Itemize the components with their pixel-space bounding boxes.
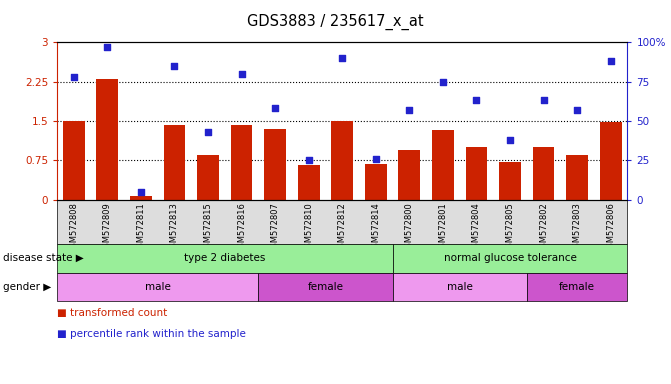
Bar [130, 196, 152, 200]
Bar [298, 165, 319, 200]
Bar [399, 150, 420, 200]
Point [572, 107, 582, 113]
Text: ■ percentile rank within the sample: ■ percentile rank within the sample [57, 329, 246, 339]
Bar [231, 125, 252, 200]
Point [102, 44, 113, 50]
Point [136, 189, 146, 195]
Bar [63, 121, 85, 200]
Text: female: female [307, 282, 344, 292]
Text: male: male [447, 282, 472, 292]
Bar [432, 131, 454, 200]
Text: normal glucose tolerance: normal glucose tolerance [444, 253, 576, 263]
Point [437, 79, 448, 85]
Bar [600, 122, 621, 200]
Bar [197, 155, 219, 200]
Bar [97, 79, 118, 200]
Point [370, 156, 381, 162]
Bar [365, 164, 386, 200]
Point [471, 98, 482, 104]
Bar [264, 129, 286, 200]
Bar [533, 147, 554, 200]
Point [303, 157, 314, 164]
Point [68, 74, 79, 80]
Point [203, 129, 213, 135]
Bar [499, 162, 521, 200]
Point [538, 98, 549, 104]
Point [169, 63, 180, 69]
Bar [164, 125, 185, 200]
Text: female: female [559, 282, 595, 292]
Text: ■ transformed count: ■ transformed count [57, 308, 167, 318]
Text: disease state ▶: disease state ▶ [3, 253, 84, 263]
Point [505, 137, 515, 143]
Point [236, 71, 247, 77]
Bar [466, 147, 487, 200]
Point [270, 105, 280, 111]
Bar [566, 155, 588, 200]
Point [404, 107, 415, 113]
Text: GDS3883 / 235617_x_at: GDS3883 / 235617_x_at [247, 13, 424, 30]
Text: gender ▶: gender ▶ [3, 282, 52, 292]
Text: type 2 diabetes: type 2 diabetes [184, 253, 266, 263]
Bar [331, 121, 353, 200]
Point [337, 55, 348, 61]
Text: male: male [145, 282, 170, 292]
Point [605, 58, 616, 64]
